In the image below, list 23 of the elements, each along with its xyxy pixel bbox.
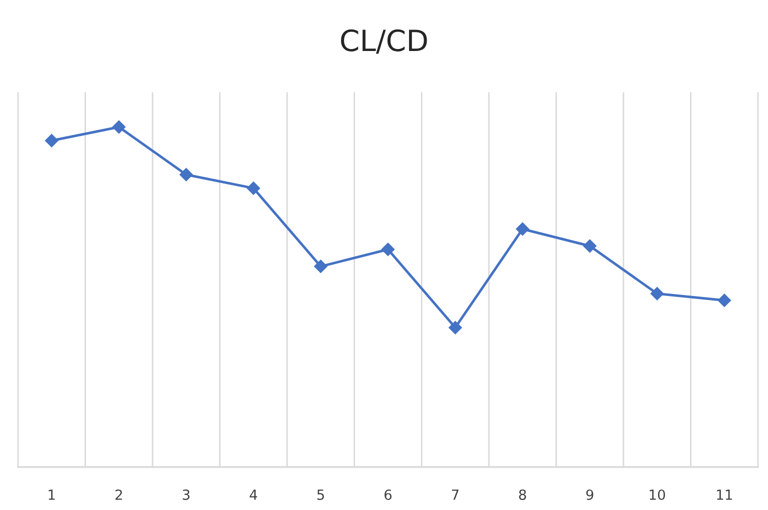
x-tick-label: 7 (452, 490, 459, 500)
x-tick-label: 1 (48, 490, 55, 500)
point (314, 260, 328, 273)
point (180, 168, 193, 182)
point (516, 222, 530, 236)
x-tick-label: 2 (116, 489, 122, 500)
point (246, 182, 260, 195)
x-tick-label: 8 (519, 489, 526, 500)
chart-title: CL/CD (341, 29, 427, 54)
point (650, 287, 664, 300)
point (45, 134, 58, 148)
x-tick-label: 4 (250, 490, 258, 500)
point (112, 120, 126, 134)
point (583, 239, 596, 253)
x-tick-label: 3 (182, 489, 190, 500)
x-tick-label: 9 (586, 489, 594, 500)
point (448, 321, 462, 334)
x-tick-label: 10 (650, 489, 666, 500)
x-tick-label: 5 (317, 490, 324, 500)
x-tick-label: 11 (717, 490, 732, 500)
x-tick-label: 6 (384, 489, 392, 500)
point (718, 294, 731, 307)
point (381, 242, 395, 256)
